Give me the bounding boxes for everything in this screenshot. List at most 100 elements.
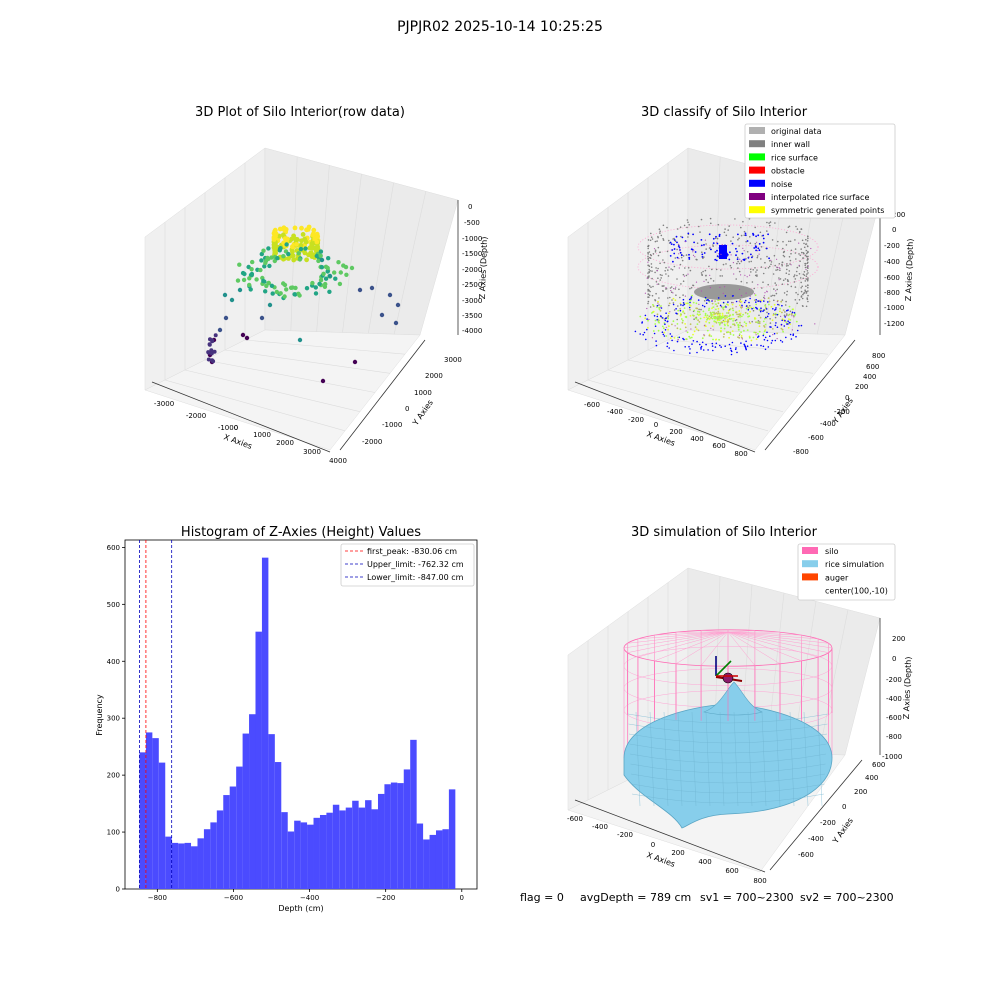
raw-data-point	[274, 289, 279, 295]
inner-wall-point	[712, 245, 714, 247]
noise-point	[729, 251, 731, 254]
noise-point	[729, 347, 732, 350]
rice-surface-point	[713, 316, 716, 319]
inner-wall-point	[723, 231, 726, 234]
rice-surface-point	[739, 314, 741, 317]
rice-surface-point	[738, 304, 741, 307]
inner-wall-point	[800, 228, 803, 230]
noise-point	[744, 234, 747, 237]
panel4-y-ticks: -600 -400 -200 0 200 400 600	[798, 761, 885, 859]
y-tick-label: 500	[107, 601, 120, 609]
raw-data-point	[303, 246, 308, 251]
noise-point	[762, 237, 765, 240]
noise-point	[762, 241, 765, 244]
rice-surface-point	[735, 311, 737, 314]
interpolated-point	[693, 249, 695, 251]
noise-point	[691, 343, 693, 345]
inner-wall-point	[665, 266, 667, 269]
inner-wall-point	[716, 237, 719, 240]
inner-wall-point	[667, 297, 669, 299]
rice-surface-point	[779, 307, 781, 310]
noise-point	[718, 235, 721, 238]
panel1-z-ticks: 0 -500 -1000 -1500 -2000 -2500 -3000 -35…	[462, 203, 482, 335]
inner-wall-point	[650, 254, 653, 257]
inner-wall-point	[659, 262, 661, 265]
noise-point	[793, 312, 796, 314]
noise-point	[781, 319, 783, 322]
noise-point	[661, 317, 664, 319]
panel4-z-tick: -400	[886, 695, 902, 703]
inner-wall-point	[766, 230, 768, 232]
noise-point	[663, 335, 666, 337]
inner-wall-point	[660, 277, 662, 279]
raw-data-point	[291, 233, 296, 239]
raw-data-point	[290, 244, 295, 250]
rice-surface-point	[795, 320, 798, 323]
inner-wall-point	[807, 279, 809, 281]
inner-wall-point	[786, 294, 788, 296]
interpolated-point	[695, 316, 697, 318]
raw-data-point	[291, 257, 297, 263]
noise-point	[671, 335, 673, 338]
noise-point	[769, 335, 771, 338]
noise-point	[653, 332, 656, 335]
legend-label: interpolated rice surface	[771, 193, 869, 202]
rice-surface-point	[706, 314, 709, 317]
rice-surface-point	[727, 312, 730, 314]
rice-surface-point	[772, 314, 775, 316]
interpolated-point	[665, 326, 667, 328]
interpolated-point	[791, 315, 793, 317]
raw-data-point	[269, 283, 275, 288]
inner-wall-point	[773, 254, 776, 257]
rice-surface-point	[695, 307, 698, 310]
rice-surface-point	[763, 317, 766, 320]
inner-wall-point	[734, 319, 737, 322]
rice-surface-point	[793, 314, 796, 317]
interpolated-point	[656, 283, 658, 285]
interpolated-point	[776, 301, 779, 303]
silo-roof-line	[727, 631, 829, 653]
rice-surface-point	[657, 300, 659, 303]
inner-wall-point	[647, 300, 650, 303]
noise-point	[736, 258, 739, 261]
noise-point	[740, 342, 742, 344]
rice-surface-point	[712, 338, 714, 341]
rice-surface-point	[697, 310, 699, 313]
rice-surface-point	[759, 316, 762, 319]
rice-surface-point	[659, 309, 662, 312]
inner-wall-point	[774, 282, 776, 284]
panel4-title: 3D simulation of Silo Interior	[631, 525, 818, 540]
rice-surface-point	[693, 309, 696, 312]
inner-wall-point	[647, 255, 649, 258]
rice-mesh-line	[631, 783, 825, 794]
raw-data-point	[271, 237, 277, 242]
noise-point	[689, 348, 691, 350]
inner-wall-point	[762, 272, 765, 275]
inner-wall-point	[793, 281, 796, 283]
rice-surface-point	[699, 313, 701, 316]
inner-wall-point	[666, 250, 669, 253]
inner-wall-point	[802, 252, 805, 254]
panel2-y-tick: -200	[834, 408, 850, 416]
interpolated-point	[678, 267, 680, 269]
raw-data-point	[357, 287, 363, 293]
interpolated-point	[703, 280, 705, 282]
rice-surface-point	[732, 334, 735, 336]
figure-suptitle: PJPJR02 2025-10-14 10:25:25	[397, 19, 603, 35]
rice-surface-point	[758, 308, 761, 311]
raw-data-point	[269, 255, 274, 260]
inner-wall-point	[648, 268, 650, 271]
rice-surface-point	[689, 304, 692, 307]
inner-wall-point	[795, 258, 797, 260]
inner-wall-point	[772, 294, 774, 297]
panel4-x-tick: 600	[725, 867, 738, 875]
noise-point	[714, 258, 717, 261]
histogram-bar	[152, 738, 159, 889]
rice-surface-point	[753, 299, 756, 301]
histogram-bar	[261, 557, 269, 889]
interpolated-point	[647, 261, 649, 263]
noise-point	[673, 248, 676, 250]
y-tick-label: 100	[107, 829, 120, 837]
interpolated-point	[659, 306, 661, 308]
rice-surface-point	[718, 338, 720, 341]
